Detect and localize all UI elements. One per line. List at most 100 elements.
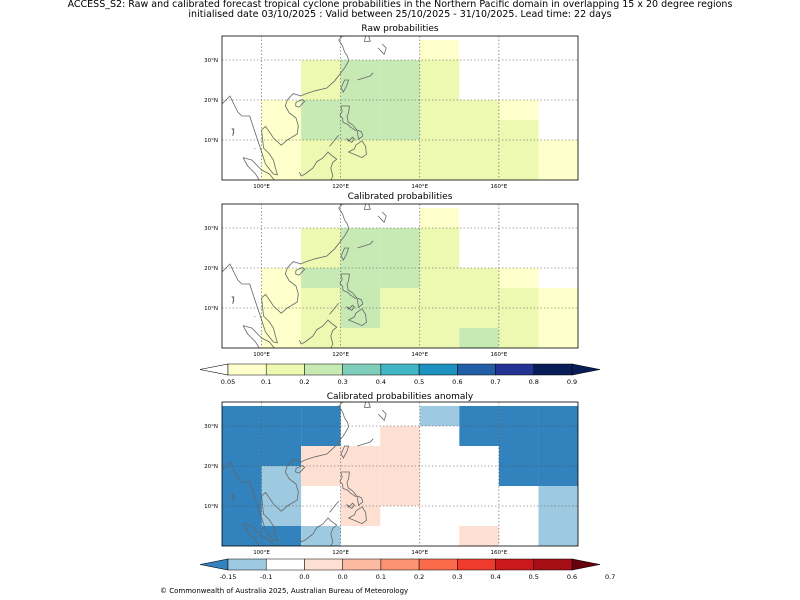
coastline: [357, 438, 374, 447]
x-tick-label: 100°E: [253, 550, 270, 556]
y-tick-label: 10°N: [204, 306, 218, 312]
coastline: [339, 471, 357, 498]
colorbar-segment: [265, 363, 305, 376]
heat-cell: [459, 426, 499, 446]
coastline: [222, 402, 350, 542]
coastline: [346, 304, 356, 311]
colorbar-segment: [342, 363, 382, 376]
coastline: [222, 204, 350, 344]
heat-cell: [340, 140, 381, 160]
x-tick-label: 100°E: [253, 184, 270, 190]
panel-calibrated: 100°E 120°E 140°E 160°E 10°N 20°N 30°N: [204, 203, 579, 358]
coastline: [347, 506, 367, 525]
colorbar-tick-label: -0.15: [220, 573, 237, 581]
colorbar-segment: [227, 363, 267, 376]
heat-cell: [538, 446, 578, 466]
heat-cell: [419, 328, 460, 348]
x-tick-label: 160°E: [491, 352, 508, 358]
heat-cell: [380, 268, 420, 288]
heat-cell: [261, 406, 302, 426]
coastline: [377, 211, 387, 224]
colorbar-tick-label: 0.4: [490, 573, 500, 581]
colorbar-segment: [380, 363, 420, 376]
colorbar-tick-label: 0.5: [529, 573, 539, 581]
heat-cell: [261, 486, 302, 506]
heat-cell: [498, 426, 539, 446]
heat-cell: [419, 160, 460, 180]
heat-cell: [419, 406, 460, 426]
heat-cell: [340, 466, 381, 486]
heat-cell: [538, 308, 578, 328]
heat-cell: [419, 120, 460, 140]
heat-cell: [419, 140, 460, 160]
colorbar-segment: [495, 363, 535, 376]
colorbar-tick-label: 0.7: [490, 378, 500, 386]
heat-cell: [301, 446, 341, 466]
heat-cell: [301, 288, 341, 308]
figure-title-line-1: ACCESS_S2: Raw and calibrated forecast t…: [67, 0, 733, 10]
colorbar-tick-label: 0.0: [299, 573, 309, 581]
coastline: [299, 319, 338, 348]
heat-cell: [380, 328, 420, 348]
heat-cell: [498, 308, 539, 328]
heat-cell: [301, 248, 341, 268]
heat-cell: [459, 288, 499, 308]
coastline: [377, 43, 387, 56]
figure-title-line-2: initialised date 03/10/2025 : Valid betw…: [188, 9, 612, 20]
coastline: [340, 79, 350, 93]
x-tick-label: 140°E: [411, 352, 428, 358]
coastline: [295, 267, 306, 276]
heat-cell: [261, 506, 302, 526]
colorbar-segment: [342, 558, 382, 571]
coastline: [340, 247, 350, 261]
heat-cell: [261, 466, 302, 486]
heat-cell: [380, 160, 420, 180]
panel-raw: 100°E 120°E 140°E 160°E 10°N 20°N 30°N: [204, 35, 579, 190]
heat-cell: [301, 328, 341, 348]
heat-cell: [222, 506, 262, 526]
panel-anomaly: 100°E 120°E 140°E 160°E 10°N 20°N 30°N: [204, 401, 579, 556]
heat-cell: [419, 288, 460, 308]
coastline: [340, 445, 350, 459]
heat-cell: [301, 60, 341, 80]
heat-cell: [380, 248, 420, 268]
heat-cell: [261, 288, 302, 308]
heat-cell: [459, 268, 499, 288]
heat-cell: [222, 406, 262, 426]
panel-plot-area: [222, 36, 578, 180]
colorbar-segment: [304, 558, 343, 571]
heat-cell: [459, 160, 499, 180]
heat-cell: [301, 80, 341, 100]
coastline: [299, 517, 338, 546]
colorbar-extend-left: [199, 558, 229, 571]
coastline: [364, 402, 371, 408]
coastline: [346, 502, 356, 509]
heat-cell: [261, 526, 302, 546]
heat-cell: [301, 308, 341, 328]
coastline: [357, 495, 364, 506]
heat-cell: [419, 248, 460, 268]
heat-cell: [459, 140, 499, 160]
colorbar-tick-label: 0.5: [414, 378, 424, 386]
coastline: [346, 136, 356, 143]
y-tick-label: 20°N: [204, 266, 218, 272]
heat-cell: [538, 526, 578, 546]
heat-cell: [301, 160, 341, 180]
heat-cell: [340, 328, 381, 348]
heat-cell: [340, 506, 381, 526]
panel-frame: [221, 401, 579, 547]
heat-cell: [261, 140, 302, 160]
coastline: [364, 204, 371, 210]
coastline: [357, 129, 364, 140]
y-tick-label: 30°N: [204, 58, 218, 64]
heat-cell: [538, 506, 578, 526]
x-tick-label: 120°E: [332, 184, 349, 190]
heat-cell: [340, 228, 381, 248]
colorbar-segment: [380, 558, 420, 571]
x-tick-label: 120°E: [332, 550, 349, 556]
heat-cell: [498, 406, 539, 426]
coastline: [329, 500, 340, 513]
y-tick-label: 30°N: [204, 424, 218, 430]
colorbar-tick-label: 0.6: [452, 378, 462, 386]
colorbar-segment: [457, 363, 496, 376]
